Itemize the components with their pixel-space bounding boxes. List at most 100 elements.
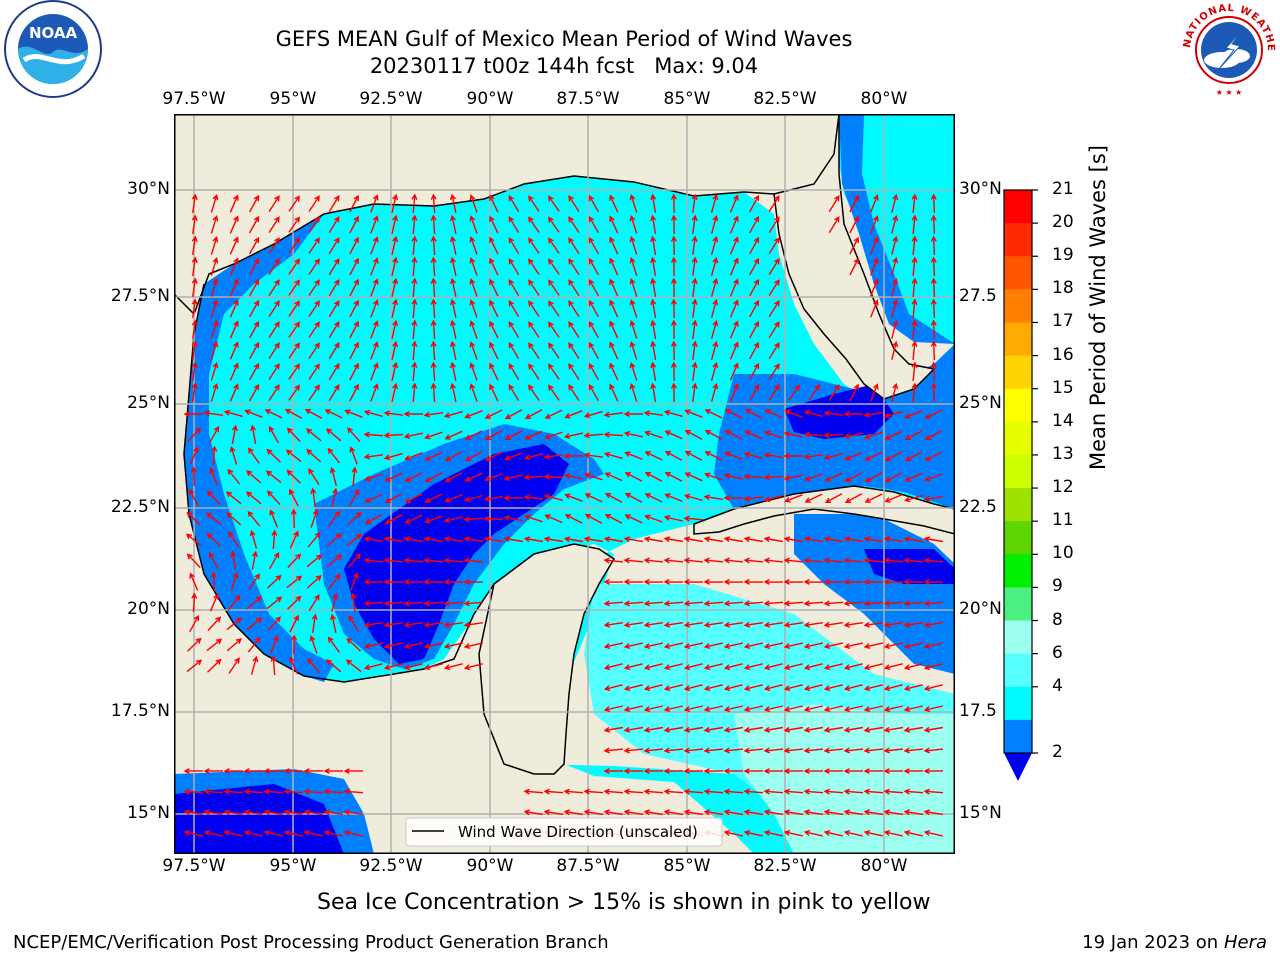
wind-wave-arrow [650, 235, 657, 256]
wind-wave-arrow [723, 536, 744, 543]
wind-wave-arrow [424, 451, 443, 461]
wind-wave-arrow [223, 768, 244, 775]
wind-wave-arrow [604, 514, 623, 524]
wind-wave-arrow [443, 600, 464, 607]
wind-wave-arrow [783, 705, 803, 713]
wind-wave-arrow [763, 768, 784, 775]
wind-wave-arrow [370, 383, 379, 402]
wind-wave-arrow [568, 195, 580, 212]
wind-wave-arrow [768, 279, 780, 296]
wind-wave-arrow [788, 384, 800, 401]
wind-wave-arrow [243, 768, 264, 775]
wind-wave-arrow [723, 684, 743, 692]
wind-wave-arrow [763, 621, 784, 628]
wind-wave-arrow [883, 726, 904, 733]
wind-wave-arrow [189, 572, 199, 591]
wind-wave-arrow [923, 726, 944, 733]
wind-wave-arrow [189, 488, 199, 507]
wind-wave-arrow [710, 277, 719, 297]
colorbar-cell [1004, 256, 1032, 290]
wind-wave-arrow [411, 256, 418, 277]
wind-wave-arrow [249, 530, 258, 549]
wind-wave-arrow [843, 747, 864, 754]
wind-wave-arrow [268, 216, 280, 233]
wind-wave-arrow [464, 410, 483, 419]
wind-wave-arrow [283, 809, 304, 816]
wind-wave-arrow [309, 635, 318, 654]
wind-wave-arrow [891, 193, 899, 213]
wind-wave-arrow [508, 216, 520, 234]
wind-wave-arrow [286, 469, 301, 484]
wind-wave-arrow [523, 452, 543, 461]
colorbar-cell [1004, 355, 1032, 390]
wind-wave-arrow [463, 578, 484, 585]
wind-wave-arrow [528, 258, 540, 275]
wind-wave-arrow [404, 452, 423, 461]
wind-wave-arrow [528, 300, 540, 317]
wind-wave-arrow [324, 409, 343, 419]
colorbar-tick-label: 2 [1052, 742, 1063, 762]
wind-wave-arrow [650, 193, 657, 214]
wind-wave-arrow [568, 300, 580, 317]
wind-wave-arrow [749, 257, 759, 276]
wind-wave-arrow [268, 384, 280, 401]
wind-wave-arrow [450, 214, 457, 234]
wind-wave-arrow [870, 278, 879, 297]
wind-wave-arrow [663, 642, 683, 649]
wind-wave-arrow [743, 768, 764, 775]
wind-wave-arrow [483, 536, 504, 543]
wind-wave-arrow [723, 642, 743, 649]
wind-wave-arrow [663, 536, 684, 543]
wind-wave-arrow [243, 830, 263, 837]
wind-wave-arrow [729, 299, 739, 318]
wind-wave-arrow [568, 258, 580, 275]
wind-wave-arrow [583, 432, 604, 439]
wind-wave-arrow [349, 299, 359, 318]
wind-wave-arrow [691, 298, 698, 318]
wind-wave-arrow [643, 621, 664, 628]
wind-wave-arrow [843, 600, 864, 607]
wind-wave-arrow [884, 493, 903, 503]
wind-wave-arrow [383, 578, 404, 585]
wind-wave-arrow [763, 726, 784, 733]
wind-wave-arrow [609, 194, 619, 213]
wind-wave-arrow [650, 382, 657, 403]
wind-wave-arrow [524, 514, 543, 523]
wind-wave-arrow [884, 451, 903, 461]
wind-wave-arrow [783, 642, 803, 649]
wind-wave-arrow [884, 472, 903, 482]
wind-wave-arrow [209, 467, 219, 486]
wind-wave-arrow [723, 705, 743, 713]
wind-wave-arrow [663, 726, 684, 733]
svg-text:NOAA: NOAA [29, 24, 78, 42]
wind-wave-arrow [191, 256, 198, 277]
wind-wave-arrow [403, 642, 423, 649]
wind-wave-arrow [403, 557, 424, 564]
wind-wave-arrow [863, 684, 883, 692]
wind-wave-arrow [350, 572, 359, 591]
wind-wave-arrow [489, 278, 499, 297]
wind-wave-arrow [469, 194, 478, 213]
wind-wave-arrow [629, 215, 638, 234]
wind-wave-arrow [623, 768, 644, 775]
wind-wave-arrow [930, 382, 937, 403]
wind-wave-arrow [248, 341, 260, 360]
wind-wave-arrow [883, 578, 904, 585]
wind-wave-arrow [684, 451, 703, 461]
wind-wave-arrow [823, 621, 844, 628]
wind-wave-arrow [870, 257, 879, 276]
wind-wave-arrow [768, 342, 780, 359]
wind-wave-arrow [391, 361, 399, 381]
wind-wave-arrow [443, 516, 463, 524]
wind-wave-arrow [664, 451, 683, 461]
wind-wave-arrow [210, 299, 219, 318]
wind-wave-arrow [328, 321, 340, 339]
wind-wave-arrow [267, 616, 281, 632]
wind-wave-arrow [603, 578, 624, 585]
wind-wave-arrow [325, 428, 342, 442]
wind-wave-arrow [450, 361, 457, 381]
wind-wave-arrow [251, 550, 258, 570]
wind-wave-arrow [623, 684, 643, 692]
wind-wave-arrow [729, 362, 739, 381]
wind-wave-arrow [749, 215, 759, 234]
